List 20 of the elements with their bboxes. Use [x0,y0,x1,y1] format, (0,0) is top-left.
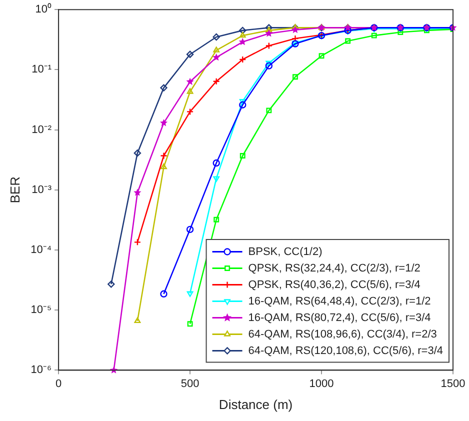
legend-label: BPSK, CC(1/2) [248,246,322,258]
x-axis-title: Distance (m) [218,396,293,412]
y-tick-label: 10⁻⁴ [30,244,52,256]
y-tick-label: 10⁰ [35,2,52,16]
y-axis-title: BER [7,176,22,204]
legend-label: 64-QAM, RS(120,108,6), CC(5/6), r=3/4 [248,344,443,357]
y-tick-label: 10⁻² [32,124,52,136]
x-tick-label: 0 [56,378,62,390]
legend-label: 64-QAM, RS(108,96,6), CC(3/4), r=2/3 [248,328,437,340]
x-tick-label: 500 [180,378,200,390]
y-tick-label: 10⁻⁵ [30,304,52,316]
y-tick-label: 10⁻³ [32,184,52,196]
legend-label: 16-QAM, RS(80,72,4), CC(5/6), r=3/4 [248,312,431,324]
y-tick-label: 10⁻⁶ [30,364,52,376]
legend-label: QPSK, RS(32,24,4), CC(2/3), r=1/2 [248,262,420,274]
legend-label: QPSK, RS(40,36,2), CC(5/6), r=3/4 [248,278,420,291]
x-tick-label: 1500 [440,378,466,390]
x-tick-label: 1000 [309,378,334,390]
legend-label: 16-QAM, RS(64,48,4), CC(2/3), r=1/2 [248,295,431,308]
y-tick-label: 10⁻¹ [32,64,52,76]
